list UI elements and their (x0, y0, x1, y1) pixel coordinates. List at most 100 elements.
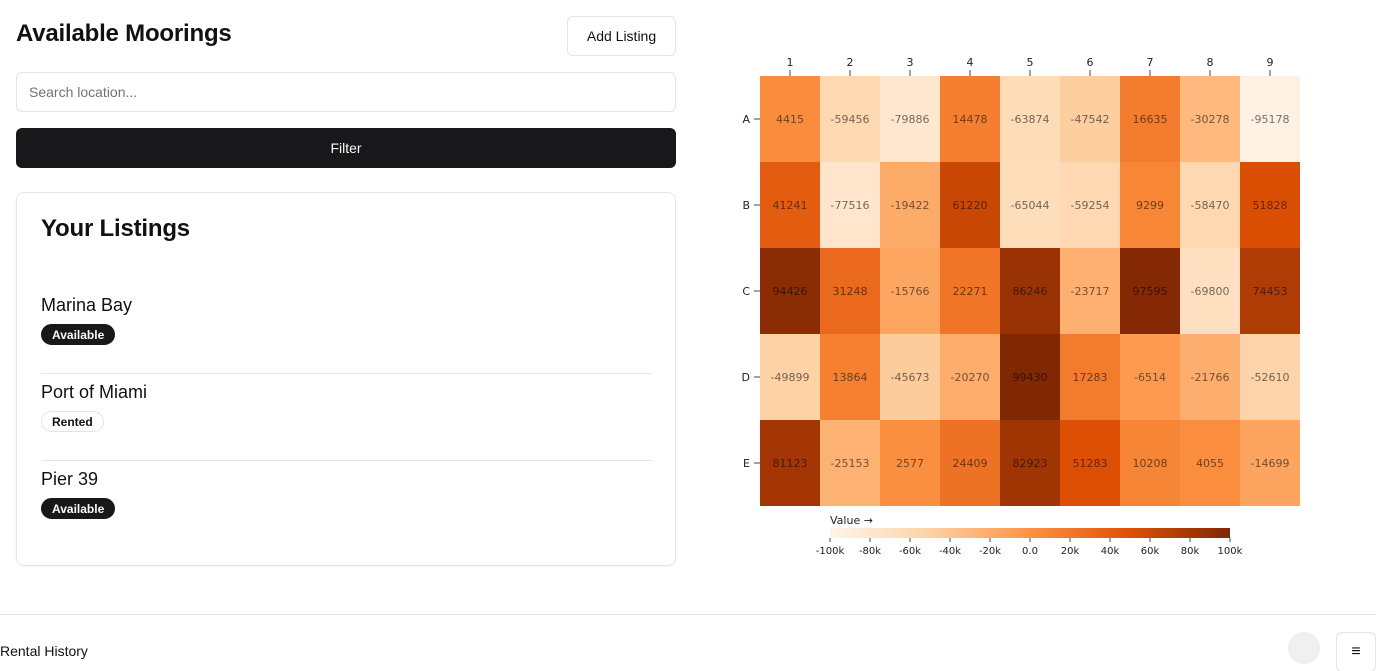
heatmap-cell (820, 162, 880, 248)
x-tick-label: 5 (1027, 56, 1034, 69)
cell-value-label: -25153 (831, 457, 870, 470)
cell-value-label: -45673 (891, 371, 930, 384)
menu-icon[interactable]: ≡ (1336, 632, 1376, 671)
heatmap-cell (1000, 76, 1060, 162)
heatmap-cell (1240, 420, 1300, 506)
listing-item-marina-bay[interactable]: Marina Bay Available (41, 287, 651, 374)
heatmap-cell (1240, 334, 1300, 420)
x-tick-label: 8 (1207, 56, 1214, 69)
cell-value-label: -49899 (771, 371, 810, 384)
cell-value-label: 31248 (833, 285, 868, 298)
heatmap-cell (1120, 248, 1180, 334)
heatmap-cell (880, 420, 940, 506)
cell-value-label: 10208 (1133, 457, 1168, 470)
heatmap-cell (1240, 248, 1300, 334)
legend-tick-label: 60k (1141, 546, 1160, 557)
heatmap-chart: 4415 -59456 -79886 14478 -63874 -47542 16635 -3… (742, 56, 1300, 557)
listings-title: Your Listings (41, 215, 190, 242)
y-tick-label: D (742, 371, 750, 384)
cell-value-label: 13864 (833, 371, 868, 384)
heatmap-cell (1180, 334, 1240, 420)
listing-item-pier-39[interactable]: Pier 39 Available (41, 461, 651, 548)
cell-value-label: -59456 (831, 113, 870, 126)
avatar-button[interactable] (1288, 632, 1320, 664)
legend-title: Value → (830, 514, 873, 527)
add-listing-button[interactable]: Add Listing (567, 16, 676, 56)
cell-value-label: 4055 (1196, 457, 1224, 470)
bottom-bar: Rental History ≡ (0, 614, 1376, 671)
x-tick-label: 6 (1087, 56, 1094, 69)
filter-button[interactable]: Filter (16, 128, 676, 168)
heatmap-cell (1120, 420, 1180, 506)
cell-value-label: -52610 (1251, 371, 1290, 384)
heatmap-cell (1120, 334, 1180, 420)
heatmap-cell (820, 334, 880, 420)
cell-value-label: -79886 (891, 113, 930, 126)
heatmap-cell (820, 76, 880, 162)
status-badge: Rented (41, 411, 104, 432)
heatmap-cell (760, 420, 820, 506)
listing-name: Pier 39 (41, 469, 99, 489)
heatmap-cell (1000, 162, 1060, 248)
cell-value-label: -47542 (1071, 113, 1110, 126)
heatmap-cell (1120, 162, 1180, 248)
cell-value-label: 22271 (953, 285, 988, 298)
cell-value-label: -19422 (891, 199, 930, 212)
heatmap-cell (760, 248, 820, 334)
y-tick-label: A (742, 113, 750, 126)
heatmap-cell (1180, 162, 1240, 248)
cell-value-label: 99430 (1013, 371, 1048, 384)
cell-value-label: 82923 (1013, 457, 1048, 470)
cell-value-label: -6514 (1134, 371, 1166, 384)
y-tick-label: E (743, 457, 750, 470)
heatmap-cell (940, 420, 1000, 506)
cell-value-label: -30278 (1191, 113, 1230, 126)
cell-value-label: 9299 (1136, 199, 1164, 212)
heatmap-cell (1240, 162, 1300, 248)
rental-history-label[interactable]: Rental History (0, 643, 88, 659)
cell-value-label: -69800 (1191, 285, 1230, 298)
cell-value-label: 14478 (953, 113, 988, 126)
legend-tick-label: -100k (816, 546, 845, 557)
listing-item-port-of-miami[interactable]: Port of Miami Rented (41, 374, 651, 461)
x-tick-label: 3 (907, 56, 914, 69)
heatmap-cell (940, 162, 1000, 248)
legend-tick-label: 100k (1218, 546, 1243, 557)
legend-tick-label: -60k (899, 546, 921, 557)
heatmap-cell (760, 334, 820, 420)
cell-value-label: -59254 (1071, 199, 1110, 212)
cell-value-label: -23717 (1071, 285, 1110, 298)
x-tick-label: 1 (787, 56, 794, 69)
heatmap-cell (1120, 76, 1180, 162)
heatmap-cell (1000, 420, 1060, 506)
x-tick-label: 4 (967, 56, 974, 69)
heatmap-cell (1000, 248, 1060, 334)
heatmap-cell (1060, 162, 1120, 248)
heatmap-cell (1060, 76, 1120, 162)
cell-value-label: 24409 (953, 457, 988, 470)
heatmap-cell (1180, 420, 1240, 506)
heatmap-cell (1000, 334, 1060, 420)
cell-value-label: 86246 (1013, 285, 1048, 298)
cell-value-label: -65044 (1011, 199, 1050, 212)
y-tick-label: B (742, 199, 750, 212)
legend-tick-label: 40k (1101, 546, 1120, 557)
status-badge: Available (41, 498, 116, 519)
heatmap-cell (1180, 76, 1240, 162)
heatmap-cell (880, 76, 940, 162)
y-tick-label: C (742, 285, 750, 298)
cell-value-label: 17283 (1073, 371, 1108, 384)
heatmap-cell (1240, 76, 1300, 162)
heatmap-cell (880, 162, 940, 248)
cell-value-label: -20270 (951, 371, 990, 384)
x-tick-label: 2 (847, 56, 854, 69)
cell-value-label: -21766 (1191, 371, 1230, 384)
listing-name: Port of Miami (41, 382, 148, 402)
cell-value-label: -63874 (1011, 113, 1050, 126)
cell-value-label: 81123 (773, 457, 808, 470)
cell-value-label: 94426 (773, 285, 808, 298)
listing-name: Marina Bay (41, 295, 133, 315)
search-input[interactable] (16, 72, 676, 112)
status-badge: Available (41, 324, 116, 345)
